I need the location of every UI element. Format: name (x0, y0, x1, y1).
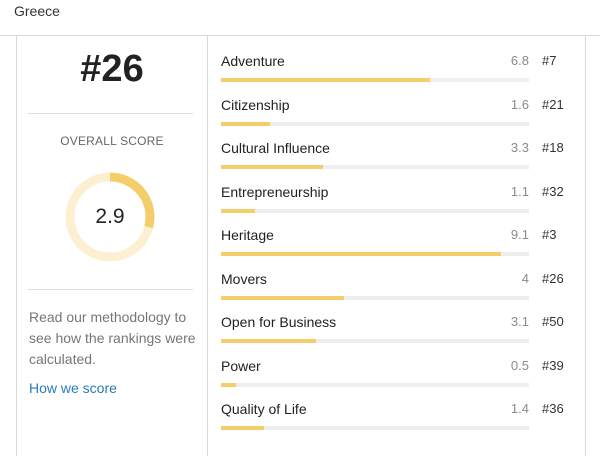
category-label: Power (221, 357, 261, 374)
summary-divider-bottom (28, 289, 193, 290)
gauge-fill-arc (65, 172, 155, 262)
category-row: Quality of Life 1.4 #36 (208, 384, 585, 430)
score-bar-track (221, 382, 529, 387)
country-title: Greece (14, 3, 60, 19)
overall-score-value: 2.9 (95, 205, 125, 228)
overall-score-label: OVERALL SCORE (60, 134, 164, 148)
category-rank: #21 (542, 96, 564, 112)
score-bar-fill (221, 78, 431, 82)
category-score: 1.4 (510, 401, 529, 416)
category-score-list: Adventure 6.8 #7 Citizenship 1.6 #21 Cultural … (208, 36, 585, 456)
category-score: 1.6 (510, 96, 529, 112)
category-row: Movers 4 #26 (208, 254, 585, 300)
category-rank: #36 (542, 401, 564, 416)
summary-divider-top (28, 113, 193, 114)
header-divider (0, 35, 600, 36)
category-score: 6.8 (510, 53, 529, 68)
overall-score-gauge (65, 172, 155, 262)
score-bar-track (221, 165, 529, 169)
category-row: Open for Business 3.1 #50 (208, 297, 585, 343)
category-score: 9.1 (510, 227, 529, 242)
category-rank: #7 (542, 53, 557, 68)
category-rank: #32 (542, 183, 564, 199)
score-bar-fill (221, 295, 345, 300)
score-bar-track (221, 295, 529, 300)
category-rank: #39 (542, 357, 564, 373)
how-we-score-link[interactable]: How we score (29, 380, 117, 396)
category-row: Entrepreneurship 1.1 #32 (208, 167, 585, 213)
score-bar-track (221, 121, 529, 126)
category-label: Heritage (221, 227, 274, 243)
score-bar-fill (221, 339, 317, 343)
score-bar-track (221, 339, 529, 343)
category-row: Cultural Influence 3.3 #18 (208, 123, 585, 169)
category-label: Movers (221, 270, 267, 287)
overall-rank: #26 (80, 48, 144, 90)
score-bar-track (221, 78, 529, 82)
category-rank: #3 (542, 227, 557, 242)
score-bar-track (221, 252, 529, 256)
category-score: 0.5 (510, 357, 529, 373)
country-score-card: #26 OVERALL SCORE 2.9 Read our methodolo… (16, 36, 586, 456)
category-label: Open for Business (221, 314, 337, 330)
category-label: Cultural Influence (221, 140, 330, 156)
category-row: Heritage 9.1 #3 (208, 210, 585, 256)
category-score: 1.1 (510, 183, 529, 199)
score-bar-fill (221, 208, 255, 213)
score-bar-track (221, 426, 529, 430)
category-row: Adventure 6.8 #7 (208, 36, 585, 82)
score-bar-fill (221, 252, 502, 256)
category-label: Quality of Life (221, 401, 307, 417)
category-rank: #50 (542, 314, 564, 329)
category-label: Entrepreneurship (221, 183, 329, 200)
category-row: Citizenship 1.6 #21 (208, 80, 585, 126)
overall-summary-panel: #26 OVERALL SCORE 2.9 Read our methodolo… (17, 36, 208, 456)
category-rank: #18 (542, 140, 564, 155)
category-label: Adventure (221, 53, 285, 69)
score-bar-track (221, 208, 529, 213)
category-label: Citizenship (221, 96, 290, 113)
score-bar-fill (221, 165, 323, 169)
category-rank: #26 (542, 270, 564, 286)
score-bar-fill (221, 121, 271, 126)
category-score: 3.3 (510, 140, 529, 155)
category-row: Power 0.5 #39 (208, 341, 585, 387)
methodology-text: Read our methodology to see how the rank… (29, 309, 196, 367)
category-score: 3.1 (510, 314, 529, 329)
score-bar-fill (221, 426, 265, 430)
score-bar-fill (221, 382, 237, 387)
category-score: 4 (521, 270, 529, 286)
